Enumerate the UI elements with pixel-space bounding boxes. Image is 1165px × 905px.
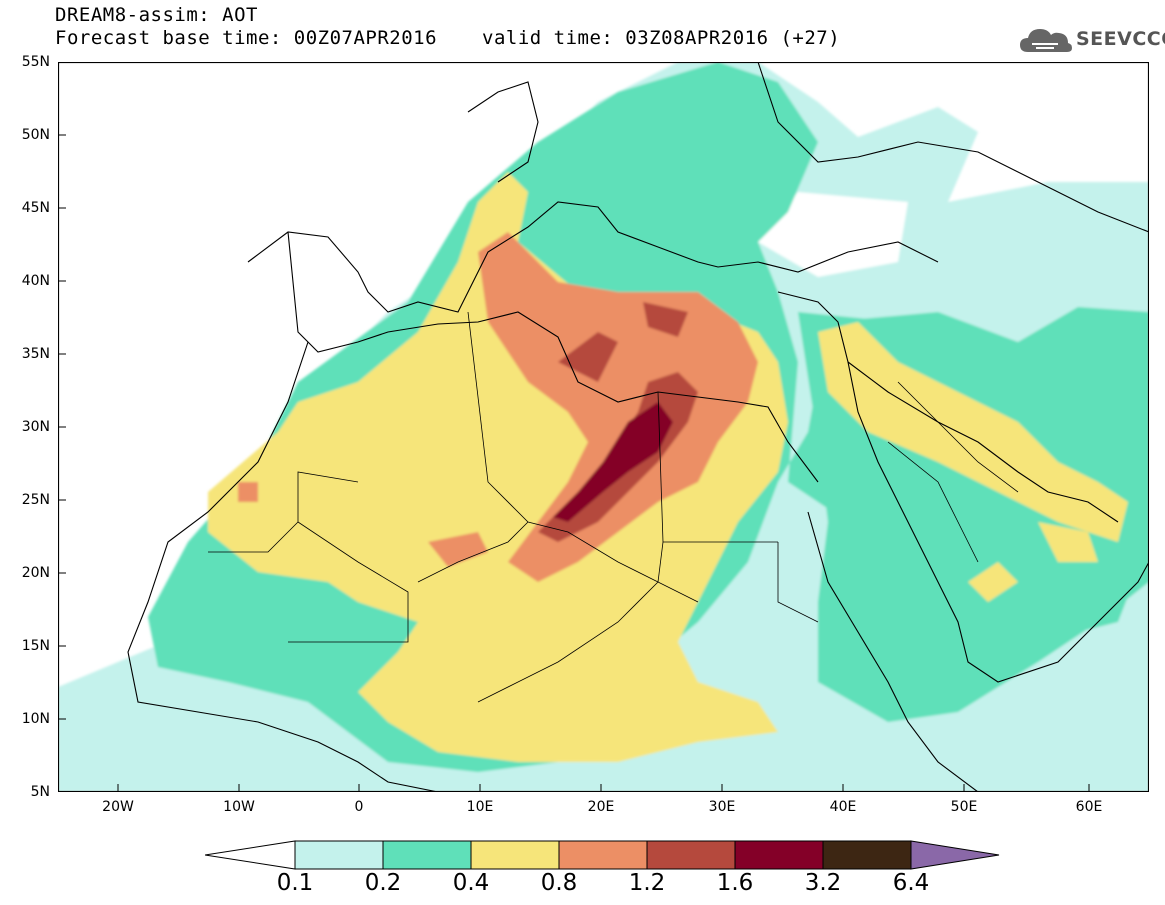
lon-label: 40E <box>829 799 857 815</box>
lon-label: 60E <box>1075 799 1103 815</box>
valid-time: valid time: 03Z08APR2016 (+27) <box>482 27 841 49</box>
lon-label: 20W <box>102 799 134 815</box>
colorbar-low-arrow <box>205 840 296 870</box>
logo-text: SEEVCCC <box>1076 28 1165 50</box>
cloud-icon <box>1020 29 1072 52</box>
forecast-base-time: Forecast base time: 00Z07APR2016 <box>55 27 438 49</box>
lon-label: 0 <box>354 799 364 815</box>
colorbar-high-arrow <box>910 840 1000 870</box>
axis-ticks <box>58 62 1090 792</box>
colorbar-label: 6.4 <box>892 870 930 896</box>
colorbar-label: 1.6 <box>716 870 754 896</box>
colorbar <box>205 840 1000 870</box>
lon-label: 30E <box>708 799 736 815</box>
lat-label: 45N <box>21 200 50 216</box>
lat-label: 5N <box>30 784 50 800</box>
colorbar-label: 0.8 <box>540 870 578 896</box>
lat-label: 40N <box>21 273 50 289</box>
borders <box>208 311 1019 703</box>
colorbar-swatch <box>558 840 648 870</box>
seevccc-logo: SEEVCCC <box>1018 22 1165 58</box>
colorbar-swatch <box>294 840 384 870</box>
lat-label: 10N <box>21 711 50 727</box>
lon-label: 10W <box>223 799 255 815</box>
lat-label: 35N <box>21 346 50 362</box>
aot-level-1-6 <box>553 402 673 522</box>
lon-label: 20E <box>587 799 615 815</box>
map-title: DREAM8-assim: AOT <box>55 4 258 26</box>
colorbar-label: 3.2 <box>804 870 842 896</box>
colorbar-label: 0.4 <box>452 870 490 896</box>
colorbar-swatch <box>822 840 912 870</box>
colorbar-label: 0.1 <box>276 870 314 896</box>
colorbar-swatch <box>646 840 736 870</box>
lat-label: 20N <box>21 565 50 581</box>
colorbar-label: 1.2 <box>628 870 666 896</box>
colorbar-swatch <box>734 840 824 870</box>
colorbar-swatch <box>382 840 472 870</box>
lat-label: 30N <box>21 419 50 435</box>
lon-label: 10E <box>466 799 494 815</box>
lat-label: 25N <box>21 492 50 508</box>
aot-map <box>58 62 1149 792</box>
colorbar-swatch <box>470 840 560 870</box>
colorbar-label: 0.2 <box>364 870 402 896</box>
lat-label: 50N <box>21 127 50 143</box>
lat-label: 15N <box>21 638 50 654</box>
coastlines <box>127 62 1149 792</box>
aot-level-0-8 <box>238 232 758 582</box>
lon-label: 50E <box>950 799 978 815</box>
lat-label: 55N <box>21 54 50 70</box>
